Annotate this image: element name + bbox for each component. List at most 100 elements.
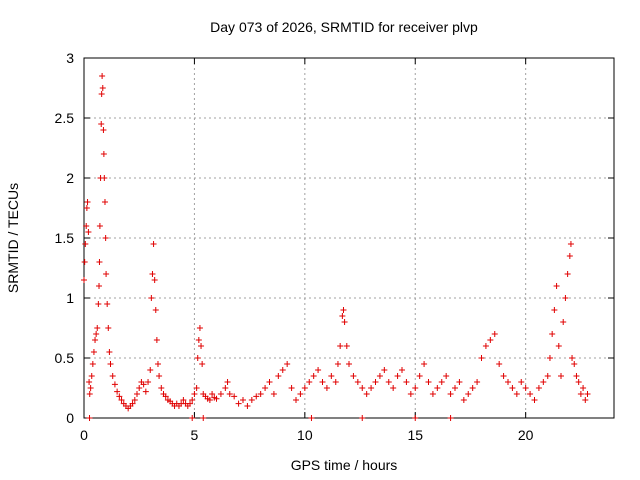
data-point [315, 367, 322, 373]
data-point [224, 379, 231, 385]
data-point [346, 361, 352, 367]
data-point [131, 397, 138, 403]
data-point [343, 343, 350, 349]
data-point [465, 391, 472, 397]
data-point [98, 91, 105, 97]
data-point [100, 151, 107, 157]
data-point [86, 391, 93, 397]
data-point [368, 385, 375, 391]
grid-lines [84, 58, 614, 418]
data-point [421, 361, 428, 367]
data-point [341, 319, 348, 325]
data-points [81, 73, 591, 421]
data-point [82, 241, 89, 247]
data-point [266, 379, 273, 385]
data-point [199, 361, 206, 367]
data-point [582, 397, 589, 403]
x-tick-label: 20 [518, 427, 534, 443]
data-point [101, 175, 108, 181]
y-tick-label: 0.5 [55, 350, 75, 366]
data-point [257, 391, 264, 397]
data-point [89, 361, 96, 367]
data-point [231, 393, 238, 400]
data-point [339, 313, 346, 319]
data-point [319, 379, 326, 385]
data-point [522, 385, 529, 391]
data-point [140, 381, 147, 388]
data-point [189, 397, 196, 403]
data-point [96, 223, 103, 229]
data-point [412, 415, 419, 421]
data-point [88, 373, 95, 379]
data-point [147, 367, 154, 373]
x-tick-label: 5 [191, 427, 199, 443]
data-point [334, 361, 341, 367]
data-point [509, 385, 516, 391]
data-point [403, 379, 410, 385]
data-point [474, 379, 481, 385]
y-tick-label: 3 [66, 50, 74, 66]
data-point [505, 379, 511, 385]
data-point [354, 379, 361, 385]
data-point [107, 361, 114, 367]
data-point [332, 379, 339, 385]
data-point [363, 391, 370, 397]
data-point [99, 73, 106, 79]
data-point [100, 127, 107, 133]
data-point [535, 385, 542, 391]
data-point [553, 283, 560, 289]
data-point [136, 385, 143, 391]
data-point [198, 343, 205, 349]
data-point [540, 379, 547, 385]
data-point [196, 325, 203, 331]
axis-ticks: 0 0.5 1 1.5 2 2.5 3 0 5 10 15 20 [55, 50, 614, 443]
data-point [456, 379, 463, 385]
data-point [193, 385, 200, 391]
data-point [187, 400, 193, 407]
data-point [94, 325, 101, 331]
data-point [381, 367, 388, 373]
data-point [560, 319, 567, 325]
data-point [98, 121, 105, 127]
y-tick-label: 2.5 [55, 110, 75, 126]
data-point [527, 391, 534, 397]
data-point [106, 349, 113, 355]
data-point [308, 415, 315, 421]
data-point [104, 301, 111, 307]
data-point [154, 361, 161, 367]
data-point [222, 385, 229, 391]
data-point [564, 271, 571, 277]
data-point [513, 391, 520, 397]
data-point [447, 391, 454, 397]
data-point [96, 283, 103, 289]
data-point [496, 361, 503, 367]
data-point [487, 337, 494, 343]
data-point [478, 355, 485, 361]
data-point [87, 385, 94, 391]
data-point [148, 295, 155, 301]
data-point [482, 343, 489, 349]
data-point [385, 379, 392, 385]
data-point [109, 373, 116, 379]
data-point [134, 391, 140, 397]
data-point [248, 397, 255, 403]
data-point [158, 385, 165, 391]
data-point [83, 205, 90, 211]
data-point [580, 385, 587, 391]
data-point [443, 373, 450, 379]
data-point [149, 271, 156, 277]
data-point [213, 395, 220, 402]
data-point [111, 381, 118, 388]
data-point [86, 415, 93, 421]
data-point [544, 373, 551, 379]
y-tick-label: 1.5 [55, 230, 75, 246]
data-point [359, 415, 366, 421]
x-tick-label: 10 [297, 427, 313, 443]
data-point [262, 385, 269, 391]
data-point [584, 391, 591, 397]
data-point [350, 373, 357, 379]
data-point [491, 331, 498, 337]
data-point [83, 223, 90, 229]
data-point [337, 343, 344, 349]
